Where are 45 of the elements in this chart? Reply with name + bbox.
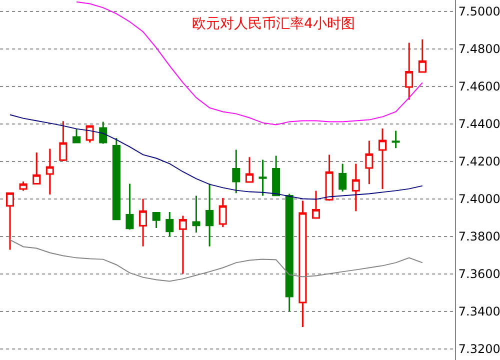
candlestick bbox=[6, 192, 14, 250]
y-tick-label: 7.3200 bbox=[458, 342, 500, 356]
y-tick-label: 7.4400 bbox=[458, 116, 500, 131]
line-series bbox=[9, 114, 423, 200]
y-tick-label: 7.4200 bbox=[458, 154, 500, 168]
candlestick bbox=[32, 152, 41, 184]
y-tick-label: 7.4800 bbox=[458, 42, 500, 56]
candlestick bbox=[152, 212, 160, 229]
text: 欧元对人民币汇率4小时图 bbox=[192, 16, 355, 32]
candlestick bbox=[59, 120, 68, 162]
candlestick bbox=[418, 38, 426, 73]
candlestick bbox=[112, 137, 120, 220]
y-tick-label: 7.4000 bbox=[458, 192, 500, 206]
candlestick bbox=[312, 190, 320, 219]
y-tick-label: 7.5000 bbox=[458, 4, 500, 18]
candlestick bbox=[99, 120, 108, 145]
candlestick bbox=[405, 42, 414, 100]
candlestick bbox=[378, 128, 386, 190]
candlestick bbox=[192, 195, 200, 234]
candlestick bbox=[178, 215, 187, 274]
candlestick bbox=[325, 154, 334, 202]
candlestick bbox=[86, 125, 94, 144]
candlestick bbox=[298, 200, 307, 328]
candlestick bbox=[126, 183, 134, 230]
candlestick bbox=[272, 155, 280, 196]
candlestick bbox=[218, 197, 227, 228]
y-tick-label: 7.3800 bbox=[458, 229, 500, 244]
candlestick bbox=[72, 128, 81, 144]
line-series bbox=[76, 1, 423, 126]
candlestick bbox=[258, 159, 267, 196]
candlestick bbox=[285, 192, 294, 312]
y-tick-label: 7.3600 bbox=[458, 266, 500, 281]
candlestick bbox=[206, 183, 214, 248]
candlestick bbox=[232, 149, 240, 194]
candlestick bbox=[19, 180, 28, 192]
candlestick bbox=[46, 148, 54, 196]
candlestick bbox=[352, 162, 360, 212]
candlestick bbox=[245, 156, 254, 183]
candlestick bbox=[166, 211, 174, 238]
candlestick bbox=[365, 140, 374, 185]
y-tick-label: 7.4600 bbox=[458, 79, 500, 94]
y-tick-label: 7.3400 bbox=[458, 304, 500, 318]
candlestick bbox=[392, 130, 400, 149]
candlestick bbox=[338, 162, 347, 192]
candlestick bbox=[139, 198, 148, 248]
